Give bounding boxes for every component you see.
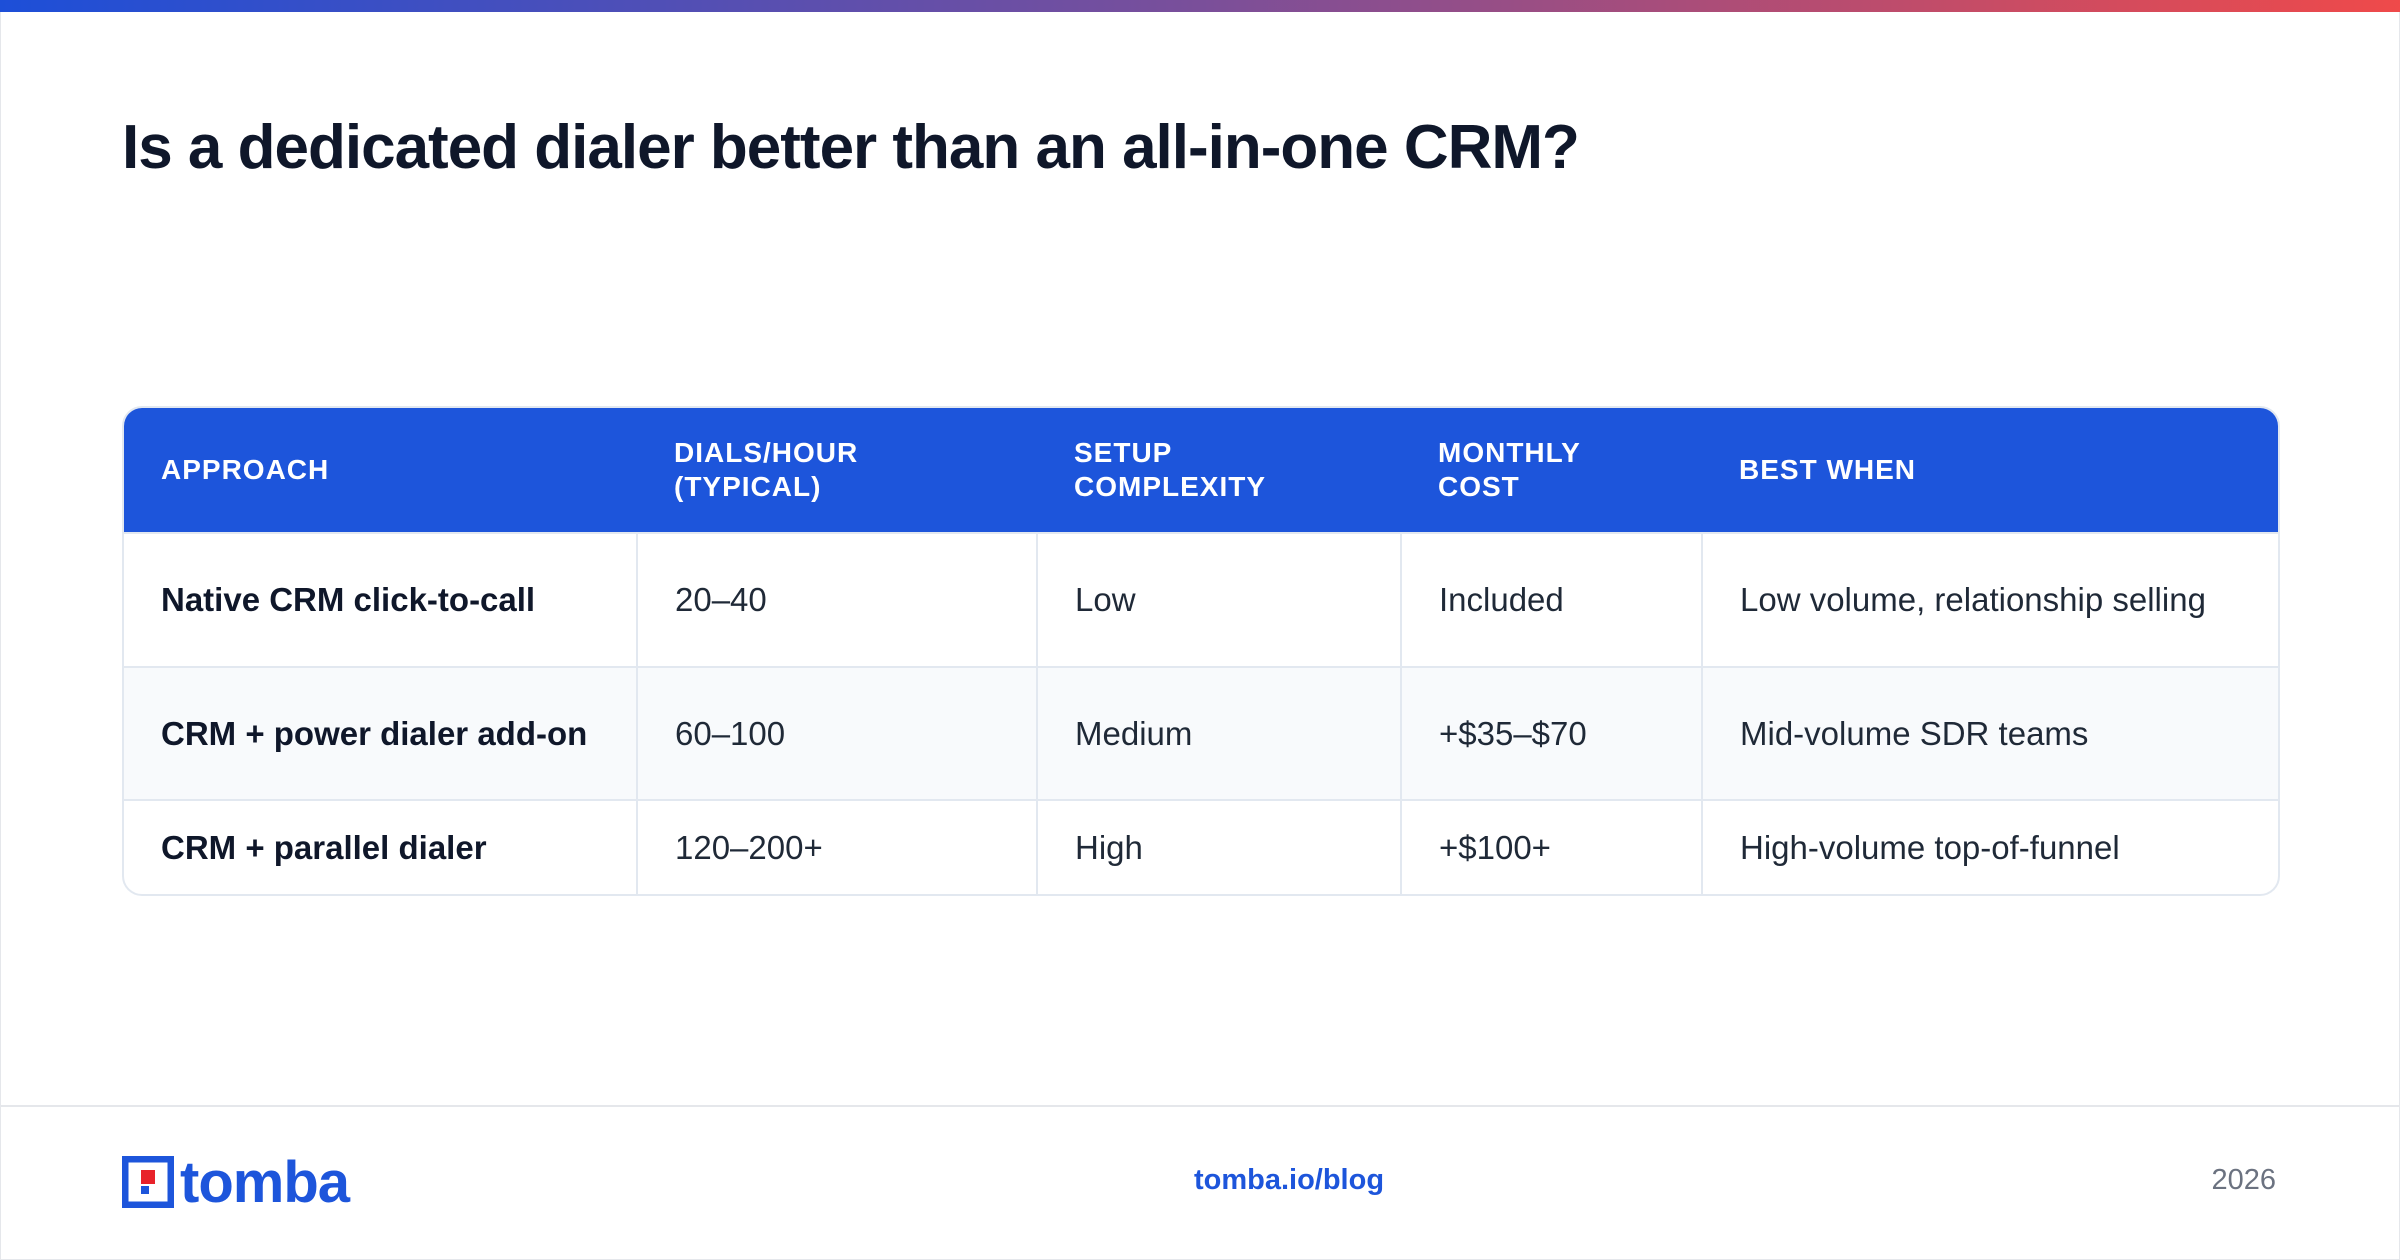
table-cell: 120–200+ bbox=[636, 799, 1037, 894]
logo: tomba bbox=[122, 1150, 350, 1215]
logo-text: tomba bbox=[180, 1149, 350, 1215]
table-cell: Mid-volume SDR teams bbox=[1701, 666, 2278, 800]
table-cell: 60–100 bbox=[636, 666, 1037, 800]
table-cell: 20–40 bbox=[636, 532, 1037, 667]
accent-bar bbox=[0, 0, 2400, 12]
header-row: APPROACH DIALS/HOUR (TYPICAL) SETUP COMPLE… bbox=[124, 408, 2278, 533]
table-cell: Low volume, relationship selling bbox=[1701, 532, 2278, 667]
table-cell: CRM + parallel dialer bbox=[124, 799, 637, 894]
comparison-table: APPROACH DIALS/HOUR (TYPICAL) SETUP COMPLE… bbox=[124, 408, 2278, 894]
table-row: CRM + parallel dialer 120–200+ High +$100+ H… bbox=[124, 799, 2278, 894]
table-cell: Medium bbox=[1036, 666, 1401, 800]
table-cell: +$35–$70 bbox=[1400, 666, 1702, 800]
title: Is a dedicated dialer better than an all… bbox=[122, 113, 1580, 182]
blog-link[interactable]: tomba.io/blog bbox=[1193, 1164, 1385, 1196]
footer-divider bbox=[0, 1105, 2400, 1107]
column-header: SETUP COMPLEXITY bbox=[1037, 408, 1401, 533]
table-cell: Included bbox=[1400, 532, 1702, 667]
table-cell: Low bbox=[1036, 532, 1401, 667]
table-card: APPROACH DIALS/HOUR (TYPICAL) SETUP COMPLE… bbox=[122, 406, 2280, 896]
table-cell: High bbox=[1036, 799, 1401, 894]
table-row: Native CRM click-to-call 20–40 Low Included… bbox=[124, 532, 2278, 667]
column-header: BEST WHEN bbox=[1702, 408, 2278, 533]
column-header: DIALS/HOUR (TYPICAL) bbox=[637, 408, 1037, 533]
column-header: MONTHLY COST bbox=[1401, 408, 1702, 533]
table-cell: +$100+ bbox=[1400, 799, 1702, 894]
table-row: CRM + power dialer add-on 60–100 Medium +$3… bbox=[124, 666, 2278, 800]
column-header: APPROACH bbox=[124, 408, 637, 533]
year: 2026 bbox=[2211, 1164, 2276, 1196]
table-cell: High-volume top-of-funnel bbox=[1701, 799, 2278, 894]
table-cell: Native CRM click-to-call bbox=[124, 532, 637, 667]
logo-icon bbox=[122, 1156, 174, 1208]
table-cell: CRM + power dialer add-on bbox=[124, 666, 637, 800]
